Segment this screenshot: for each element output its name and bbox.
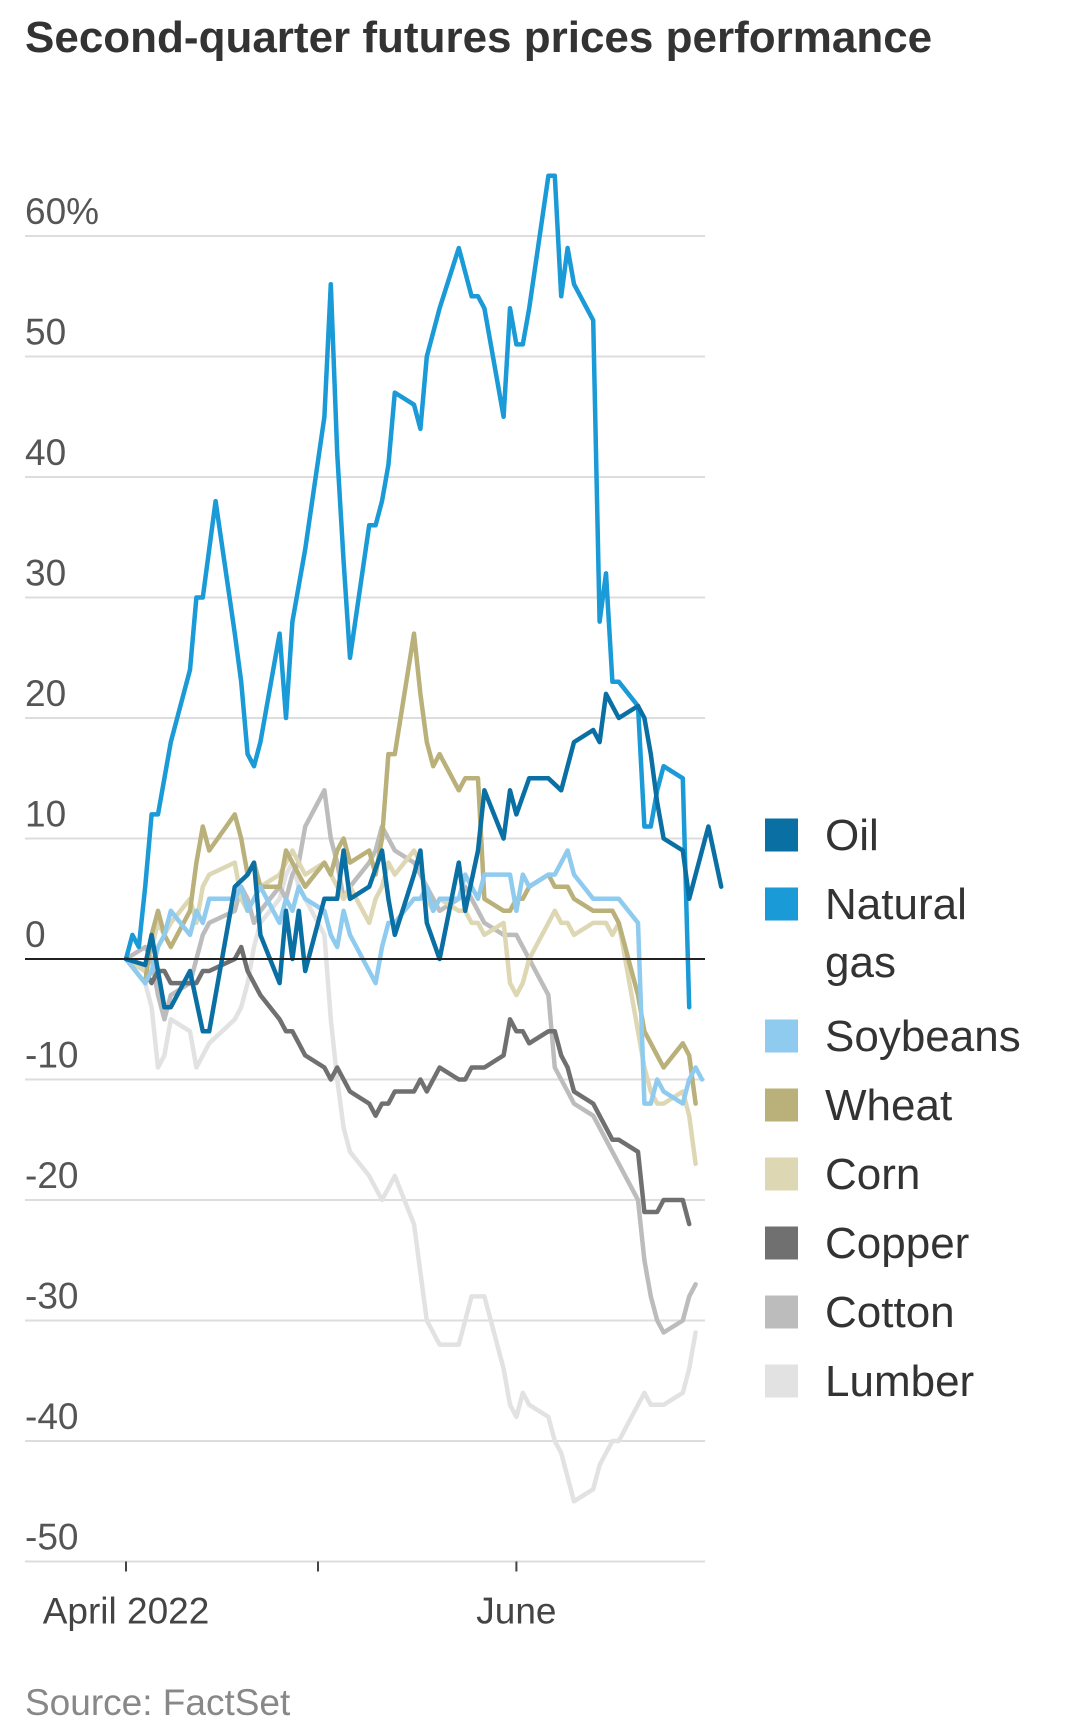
legend-swatch-lumber (765, 1364, 798, 1398)
legend-swatch-wheat (765, 1088, 798, 1122)
y-tick-label: 30 (25, 553, 66, 594)
y-tick-label: 60% (25, 191, 99, 232)
y-tick-label: -50 (25, 1517, 78, 1558)
legend-label-lumber: Lumber (825, 1357, 974, 1406)
chart-title: Second-quarter futures prices performanc… (25, 13, 932, 62)
legend-label-natural-gas: gas (825, 938, 896, 987)
legend-swatch-corn (765, 1157, 798, 1191)
legend: Oil Natural gas Soybeans Wheat Corn Copper Cott… (765, 811, 1021, 1406)
legend-label-copper: Copper (825, 1219, 969, 1268)
y-tick-label: 50 (25, 312, 66, 353)
legend-label-natural-gas: Natural (825, 880, 967, 929)
series-lines (123, 173, 724, 1504)
legend-swatch-natural-gas (765, 887, 798, 921)
legend-label-corn: Corn (825, 1150, 920, 1199)
series-line-natural-gas (123, 173, 692, 1010)
x-tick-label: June (476, 1591, 556, 1632)
legend-swatch-copper (765, 1226, 798, 1260)
legend-swatch-soybeans (765, 1019, 798, 1053)
series-line-lumber (123, 860, 698, 1504)
series-line-wheat (123, 631, 698, 1106)
legend-label-wheat: Wheat (825, 1081, 952, 1130)
legend-label-cotton: Cotton (825, 1288, 955, 1337)
x-tick-label: April 2022 (43, 1591, 210, 1632)
y-tick-label: -20 (25, 1155, 78, 1196)
y-tick-label: -10 (25, 1035, 78, 1076)
series-line-copper (123, 944, 692, 1227)
y-tick-label: -30 (25, 1276, 78, 1317)
y-tick-label: 20 (25, 673, 66, 714)
y-tick-label: 0 (25, 914, 46, 955)
legend-swatch-oil (765, 818, 798, 852)
y-tick-label: 40 (25, 432, 66, 473)
legend-swatch-cotton (765, 1295, 798, 1329)
x-axis-ticks: April 2022 June (25, 1560, 705, 1632)
series-line-soybeans (123, 848, 705, 1106)
source-note: Source: FactSet (25, 1682, 291, 1723)
legend-label-oil: Oil (825, 811, 879, 860)
y-tick-label: 10 (25, 794, 66, 835)
y-axis-ticks: 60% 50 40 30 20 10 0 -10 -20 -30 -40 -50 (25, 191, 99, 1558)
legend-label-soybeans: Soybeans (825, 1012, 1021, 1061)
series-line-oil (123, 691, 724, 1034)
y-tick-label: -40 (25, 1396, 78, 1437)
